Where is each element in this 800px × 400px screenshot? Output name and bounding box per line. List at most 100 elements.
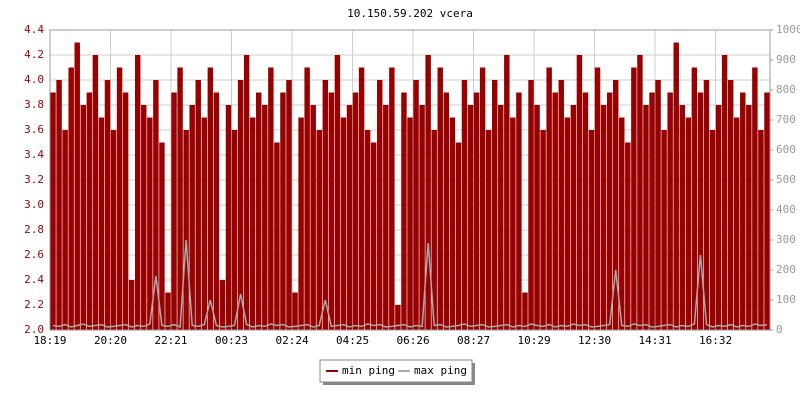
x-tick-label: 02:24 (275, 334, 308, 347)
line (52, 239, 768, 329)
bar (92, 55, 99, 330)
bar (546, 67, 552, 330)
bar (86, 92, 93, 330)
bar (340, 117, 347, 330)
bar (286, 80, 292, 330)
bar (328, 92, 335, 330)
bar (703, 80, 710, 330)
bar (764, 92, 770, 330)
x-tick-label: 04:25 (336, 334, 369, 347)
bar (528, 80, 534, 330)
plot-frame (49, 29, 771, 331)
chart-title: 10.150.59.202 vcera (347, 7, 473, 20)
y-tick-label: 4.2 (24, 48, 44, 61)
y-tick-label: 2.6 (24, 248, 44, 261)
bar (98, 117, 105, 330)
bar (68, 67, 74, 330)
bar (165, 292, 171, 330)
bar (443, 92, 450, 330)
bar (631, 67, 637, 330)
y2-tick-label: 800 (776, 83, 796, 96)
bar (437, 67, 443, 330)
y2-tick-label: 300 (776, 233, 796, 246)
bar (413, 80, 419, 330)
bar (522, 292, 528, 330)
bar (606, 92, 613, 330)
bar (364, 130, 371, 330)
y2-tick-label: 200 (776, 263, 796, 276)
bar (697, 92, 704, 330)
y-tick-label: 3.2 (24, 173, 44, 186)
bar (746, 105, 752, 330)
y-tick-label: 3.0 (24, 198, 44, 211)
bar (74, 42, 80, 330)
bar (262, 105, 268, 330)
bar (147, 117, 153, 330)
bar (685, 117, 692, 330)
bar (534, 105, 540, 330)
bar (104, 80, 111, 330)
bar (225, 105, 232, 330)
bar (419, 105, 425, 330)
y2-tick-label: 1000 (776, 23, 800, 36)
bar (576, 55, 583, 330)
bar (110, 130, 117, 330)
bar (231, 130, 238, 330)
y-tick-label: 2.8 (24, 223, 44, 236)
bar (195, 80, 201, 330)
bar (479, 67, 486, 330)
y2-tick-label: 100 (776, 293, 796, 306)
bar (612, 80, 619, 330)
bar (600, 105, 607, 330)
bar (582, 92, 589, 330)
bar (62, 130, 68, 330)
bar (183, 130, 189, 330)
bar (189, 105, 195, 330)
bar (491, 80, 498, 330)
bar (352, 92, 359, 330)
bar (715, 105, 722, 330)
x-tick-label: 14:31 (638, 334, 671, 347)
bar (498, 105, 504, 330)
bar (219, 280, 226, 330)
y2-tick-label: 0 (776, 323, 783, 336)
bar (540, 130, 546, 330)
bar (316, 130, 322, 330)
bar (159, 142, 165, 330)
y-tick-label: 3.8 (24, 98, 44, 111)
bar (752, 67, 758, 330)
y2-tick-label: 500 (776, 173, 796, 186)
bar (673, 42, 679, 330)
y-tick-label: 2.4 (24, 273, 44, 286)
x-tick-label: 18:19 (33, 334, 66, 347)
bar (268, 67, 274, 330)
bar (758, 130, 764, 330)
bar (467, 105, 474, 330)
bar (679, 105, 685, 330)
y-tick-label: 4.0 (24, 73, 44, 86)
y2-tick-label: 700 (776, 113, 796, 126)
bar (213, 92, 220, 330)
bar (389, 67, 395, 330)
bar (207, 67, 214, 330)
bar (594, 67, 601, 330)
legend-label: max ping (414, 364, 467, 377)
bar (510, 117, 516, 330)
bar (649, 92, 655, 330)
bar (625, 142, 631, 330)
bar (564, 117, 571, 330)
bar (473, 92, 480, 330)
bar (721, 55, 728, 330)
bar (177, 67, 183, 330)
y2-tick-label: 900 (776, 53, 796, 66)
bar (370, 142, 377, 330)
x-tick-label: 06:26 (396, 334, 429, 347)
bar (740, 92, 746, 330)
bar (619, 117, 625, 330)
bar (455, 142, 462, 330)
bar (135, 55, 141, 330)
bar (50, 92, 56, 330)
bar (570, 105, 577, 330)
y-tick-label: 2.0 (24, 323, 44, 336)
